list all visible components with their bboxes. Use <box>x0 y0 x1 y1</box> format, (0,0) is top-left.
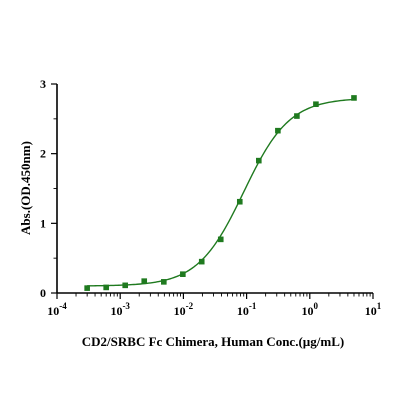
data-point <box>84 285 90 291</box>
y-axis-title: Abs.(OD.450nm) <box>18 141 33 235</box>
x-tick-label: 10-3 <box>110 301 130 318</box>
axes <box>51 83 374 299</box>
x-tick-label: 10-1 <box>237 301 257 318</box>
y-tick-label: 3 <box>40 77 46 91</box>
x-tick-label: 10-2 <box>174 301 194 318</box>
data-point <box>161 279 167 285</box>
data-point <box>236 198 243 205</box>
fit-curve-layer <box>87 98 355 287</box>
data-point <box>122 282 129 289</box>
data-point <box>294 113 300 119</box>
data-point <box>217 236 224 243</box>
data-point <box>256 157 262 164</box>
y-tick-label: 2 <box>40 147 46 161</box>
x-tick-label: 10-4 <box>47 301 67 318</box>
data-point <box>313 101 319 108</box>
data-point <box>180 271 186 277</box>
data-point <box>351 95 357 101</box>
fit-curve <box>87 98 355 287</box>
x-axis-title: CD2/SRBC Fc Chimera, Human Conc.(µg/mL) <box>82 334 344 349</box>
data-point <box>103 284 109 291</box>
data-points-layer <box>84 95 357 291</box>
x-tick-label: 100 <box>302 301 319 318</box>
data-point <box>141 278 148 284</box>
y-tick-label: 0 <box>40 286 46 300</box>
y-tick-label: 1 <box>40 216 46 230</box>
data-point <box>198 258 205 265</box>
data-point <box>275 127 281 134</box>
x-tick-label: 101 <box>365 301 382 318</box>
